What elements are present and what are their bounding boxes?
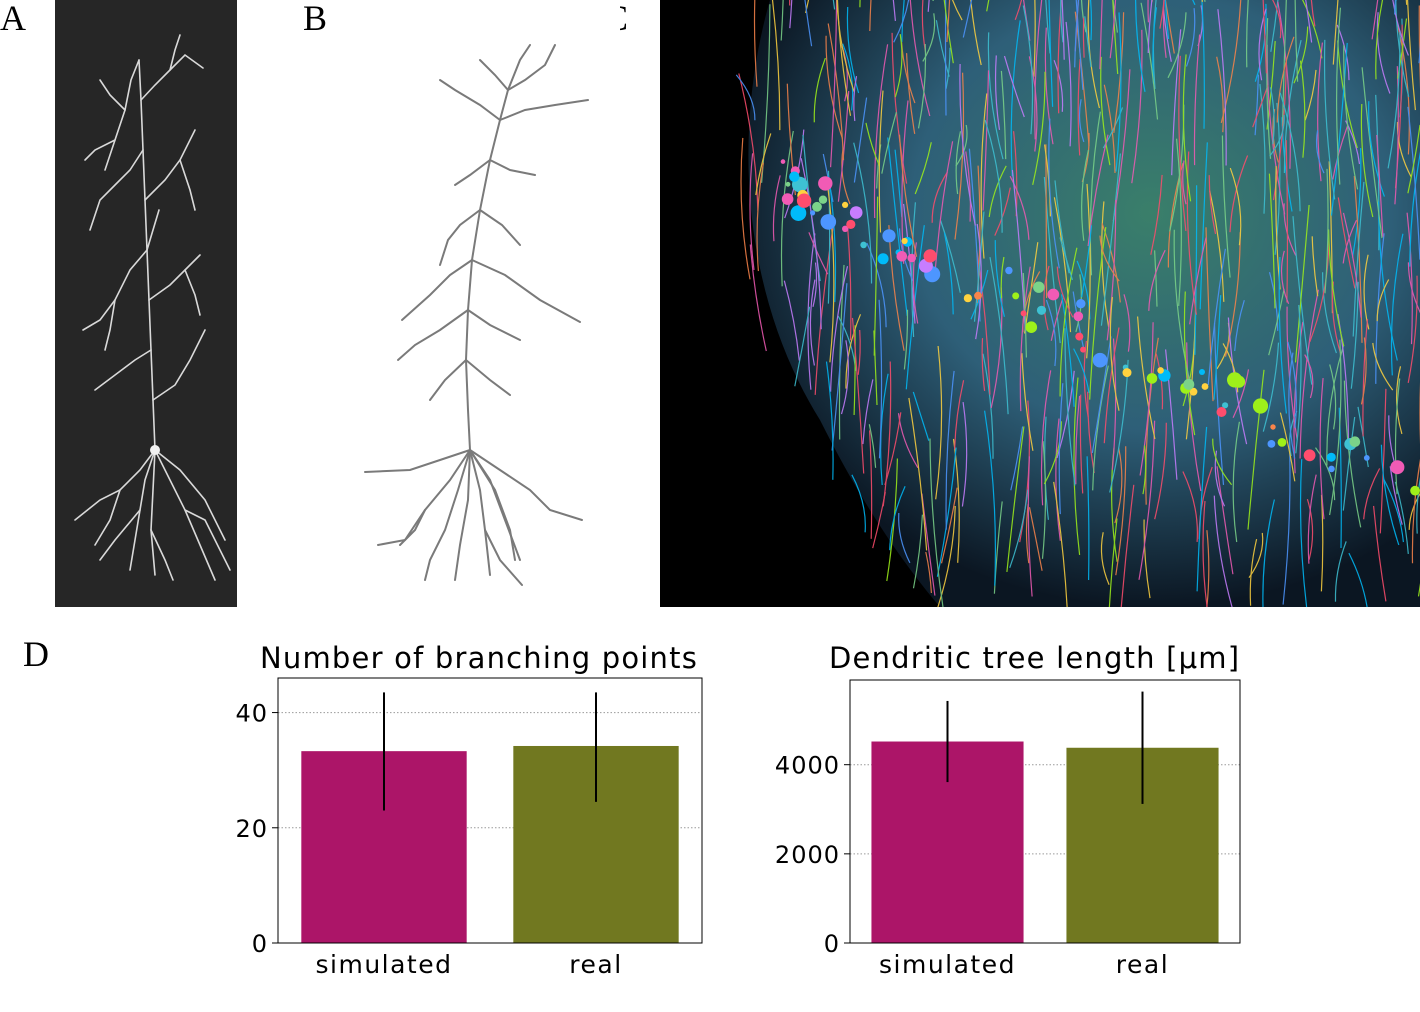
y-tick-label: 0 — [824, 930, 840, 958]
neuron-tracing-image — [330, 0, 620, 607]
panel-label-d: D — [23, 634, 49, 674]
plot-frame — [277, 677, 703, 944]
neuron-render-drawing — [74, 34, 231, 581]
y-tick-label: 2000 — [775, 841, 840, 869]
neuron-population-render-image — [660, 0, 1420, 607]
x-tick-label: real — [1116, 950, 1169, 979]
neuron-render-image — [55, 0, 237, 607]
y-tick-label: 20 — [235, 815, 268, 843]
chart-title-dendritic-tree-length: Dendritic tree length [μm] — [829, 641, 1241, 675]
x-tick-label: real — [569, 950, 622, 979]
y-tick-label: 0 — [252, 930, 268, 958]
neuron-tracing-drawing — [364, 44, 589, 586]
bar-chart-dendritic-tree-length: simulated real 0 2000 4000 — [775, 679, 1241, 979]
x-tick-label: simulated — [316, 950, 453, 979]
x-tick-label: simulated — [879, 950, 1016, 979]
chart-title-branching-points: Number of branching points — [260, 641, 699, 675]
neuron-population-drawing — [735, 0, 1420, 607]
y-tick-label: 4000 — [775, 752, 840, 780]
panel-label-a: A — [0, 0, 26, 38]
y-tick-label: 40 — [235, 700, 268, 728]
plot-frame — [849, 679, 1241, 944]
bar-chart-branching-points: simulated real 0 20 40 — [235, 677, 703, 979]
panel-label-b: B — [303, 0, 328, 38]
